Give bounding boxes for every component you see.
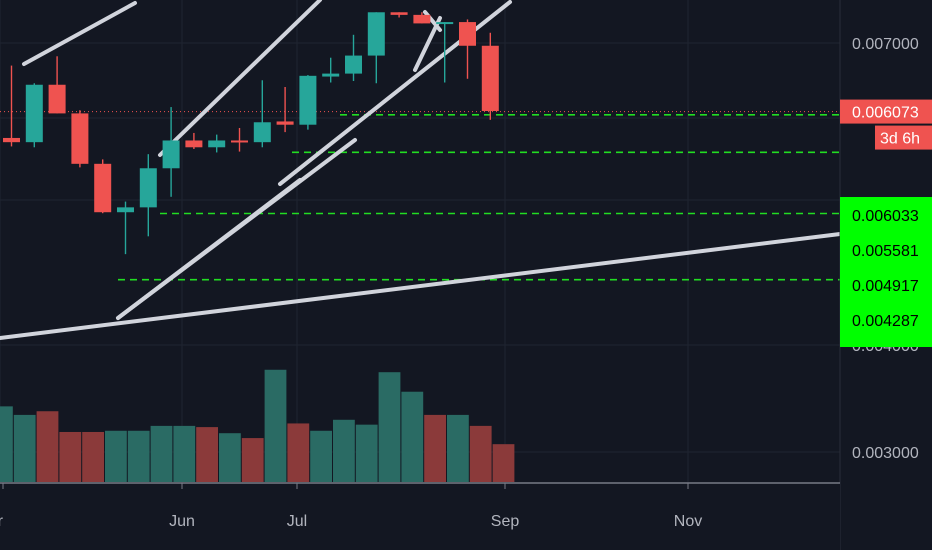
candle-body <box>71 113 89 164</box>
candle-body <box>185 140 203 148</box>
level-label-2: 0.005581 <box>852 243 919 260</box>
level-label-3: 0.004917 <box>852 278 919 295</box>
trendline-6[interactable] <box>22 1 137 66</box>
volume-bar <box>424 414 446 482</box>
volume-bar <box>401 391 424 482</box>
time-axis[interactable]: pr Jun Jul Sep Nov <box>0 482 840 550</box>
candle-body <box>345 55 362 74</box>
trendline-1[interactable] <box>0 232 842 340</box>
time-tick-label: Sep <box>491 513 520 530</box>
volume-bar <box>378 372 401 482</box>
volume-bar <box>0 406 13 482</box>
last-price-badge <box>840 99 932 124</box>
candle-body <box>276 121 294 125</box>
candle <box>185 132 203 149</box>
time-tick-label: Nov <box>674 513 702 530</box>
candle-body <box>3 137 20 143</box>
volume-bar <box>264 369 287 482</box>
candle <box>413 12 431 24</box>
volume-bar <box>59 431 82 482</box>
volume-bar <box>219 433 241 482</box>
volume-bar <box>355 424 378 482</box>
candle <box>276 87 294 133</box>
candle-body <box>367 12 385 56</box>
volume-bar <box>447 414 469 482</box>
candle-body <box>117 207 134 213</box>
candle <box>94 159 112 214</box>
candle-body <box>253 122 271 143</box>
candle <box>3 65 20 147</box>
last-price-label: 0.006073 <box>852 105 919 122</box>
candle <box>48 56 66 114</box>
candle <box>231 127 248 152</box>
level-label-4: 0.004287 <box>852 313 919 330</box>
candle-body <box>413 14 431 24</box>
volume-bar <box>105 430 127 482</box>
candle <box>139 154 157 237</box>
countdown-badge <box>875 125 932 150</box>
volume-bar <box>173 425 196 482</box>
candles <box>3 12 499 255</box>
candle <box>459 19 476 79</box>
candle <box>390 12 408 18</box>
candle-body <box>25 84 43 143</box>
candle <box>253 80 271 148</box>
volume-bar <box>241 438 264 482</box>
volume-bar <box>492 444 515 482</box>
level-label-1: 0.006033 <box>852 208 919 225</box>
trendline-5[interactable] <box>158 0 322 157</box>
candle <box>345 34 362 82</box>
time-axis-background <box>0 483 840 550</box>
volume-bar <box>333 419 355 482</box>
candle <box>436 22 454 83</box>
candle-body <box>322 73 340 77</box>
time-tick-label: Jun <box>169 513 195 530</box>
candle-body <box>139 168 157 208</box>
candle <box>162 107 180 197</box>
candle <box>322 57 340 83</box>
volume-bar <box>82 431 104 482</box>
candle <box>117 201 134 255</box>
candle <box>25 83 43 148</box>
candle <box>208 134 226 153</box>
time-tick-label: Jul <box>287 513 307 530</box>
candle-body <box>481 45 499 112</box>
time-tick-label: pr <box>0 513 4 530</box>
candle-body <box>459 22 476 46</box>
candle-body <box>299 75 317 125</box>
candle <box>71 110 89 168</box>
volume-bar <box>310 430 332 482</box>
candle-body <box>390 12 408 15</box>
volume-bar <box>36 411 59 482</box>
candle <box>367 12 385 84</box>
trendline-3[interactable] <box>116 178 302 320</box>
volume-bar <box>287 423 310 482</box>
volume-bar <box>196 427 218 482</box>
candle-body <box>436 22 454 25</box>
candle-body <box>94 163 112 213</box>
price-badges: 0.006073 3d 6h 0.006033 0.005581 0.004917 0.0… <box>840 99 932 347</box>
candle-body <box>208 140 226 148</box>
price-tick-label: 0.007000 <box>852 36 919 53</box>
price-tick-label: 0.003000 <box>852 445 919 462</box>
candle-body <box>162 140 180 169</box>
candle <box>299 75 317 130</box>
volume-bar <box>127 430 150 482</box>
volume-bar <box>13 414 36 482</box>
candle-body <box>48 84 66 114</box>
volume-bar <box>150 425 173 482</box>
levels-badge <box>840 197 932 347</box>
volume-bar <box>469 425 492 482</box>
candle-body <box>231 140 248 143</box>
countdown-label: 3d 6h <box>880 131 920 148</box>
candle <box>481 32 499 120</box>
volume-bars <box>0 369 515 482</box>
